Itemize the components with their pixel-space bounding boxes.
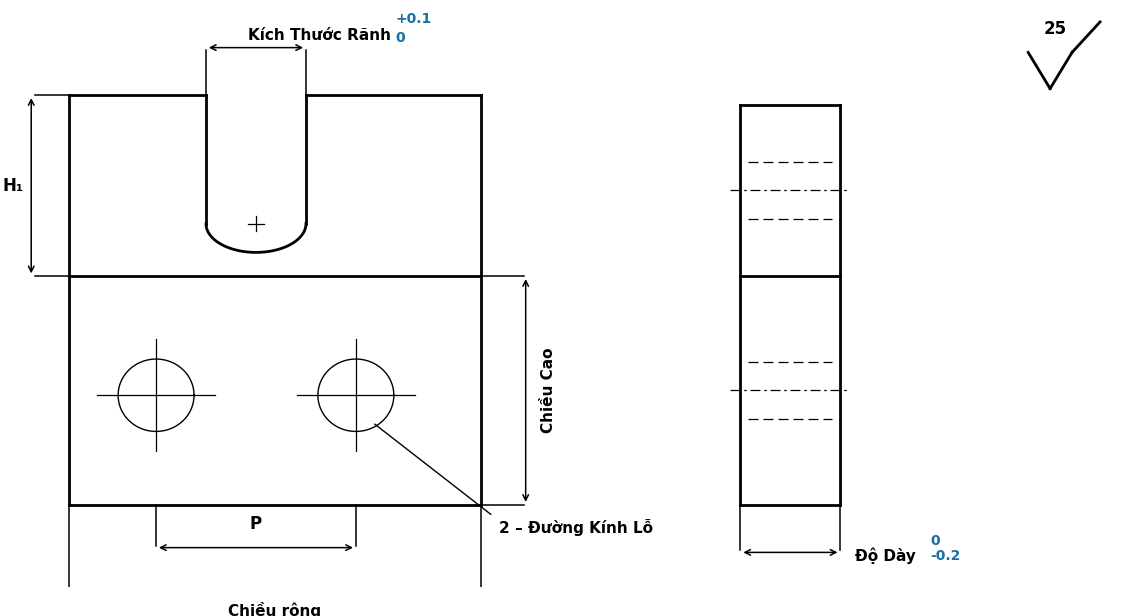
Text: +0.1: +0.1 xyxy=(396,12,432,26)
Text: 25: 25 xyxy=(1044,20,1067,38)
Text: P: P xyxy=(250,516,262,533)
Text: Kích Thước Rãnh: Kích Thước Rãnh xyxy=(248,28,391,43)
Text: Độ Dày: Độ Dày xyxy=(856,547,916,564)
Text: Chiều Cao: Chiều Cao xyxy=(541,348,556,433)
Text: 0: 0 xyxy=(930,534,940,548)
Text: Chiều rộng: Chiều rộng xyxy=(228,602,322,616)
Text: -0.2: -0.2 xyxy=(930,549,961,563)
Text: H₁: H₁ xyxy=(2,177,24,195)
Text: 0: 0 xyxy=(396,31,405,45)
Text: 2 – Đường Kính Lỗ: 2 – Đường Kính Lỗ xyxy=(499,519,653,536)
